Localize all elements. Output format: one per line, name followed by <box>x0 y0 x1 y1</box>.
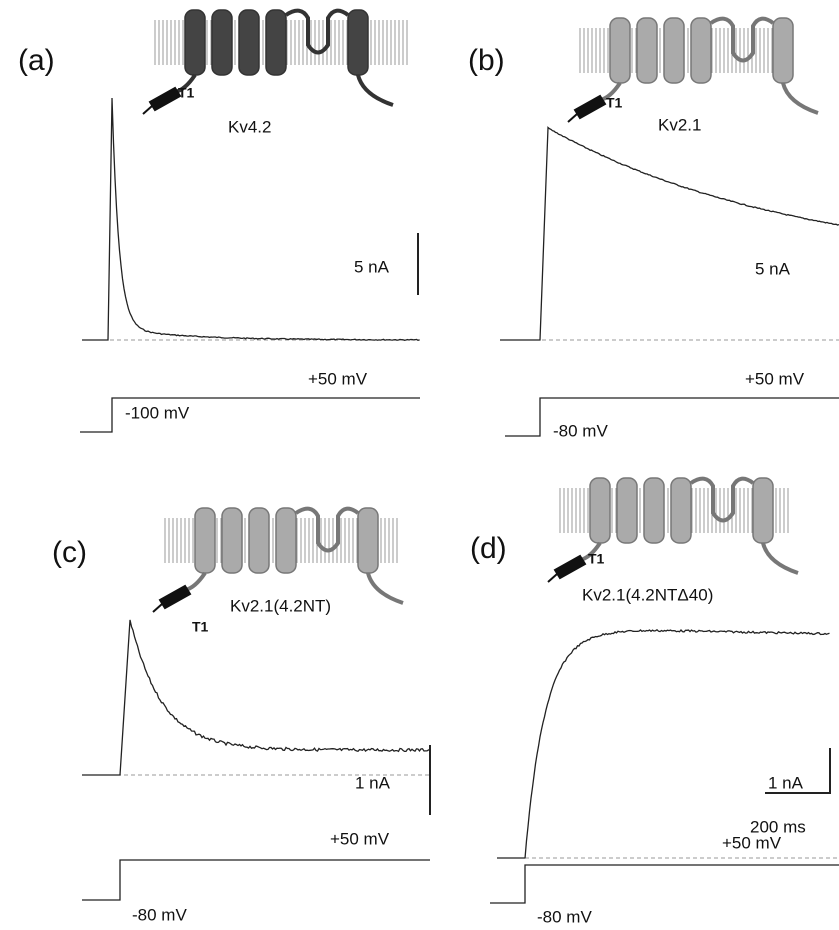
helix <box>690 17 712 84</box>
domain-label: T1 <box>178 85 195 101</box>
helix <box>663 17 685 84</box>
voltage-step <box>80 397 420 433</box>
pore-loop <box>284 8 350 55</box>
domain-label: T1 <box>588 551 605 567</box>
t1-domain <box>567 94 607 123</box>
voltage-step <box>505 397 839 437</box>
current-scale: 5 nA <box>354 257 390 276</box>
current-trace <box>497 628 830 859</box>
voltage-step <box>490 864 839 904</box>
panel-label: (a) <box>18 44 55 77</box>
test-potential: +50 mV <box>330 829 390 848</box>
holding-potential: -100 mV <box>125 403 190 422</box>
current-scale: 5 nA <box>755 259 791 278</box>
current-scale: 1 nA <box>768 773 804 792</box>
domain-label: T1 <box>192 619 209 635</box>
panel-label: (d) <box>470 532 507 565</box>
construct-name: Kv2.1(4.2NT) <box>230 596 331 615</box>
artwork <box>80 8 839 904</box>
current-trace <box>82 97 420 341</box>
helix <box>211 9 233 76</box>
helix <box>609 17 631 84</box>
pore-loop <box>294 506 360 553</box>
time-scale: 200 ms <box>750 817 806 836</box>
helix <box>772 17 794 84</box>
c-tail <box>761 542 799 575</box>
helix <box>275 507 297 574</box>
construct-name: Kv2.1(4.2NTΔ40) <box>582 585 713 604</box>
c-tail <box>356 74 394 107</box>
current-trace <box>82 619 431 776</box>
helix <box>752 477 774 544</box>
panel-label: (b) <box>468 44 505 77</box>
holding-potential: -80 mV <box>537 907 592 926</box>
domain-label: T1 <box>606 95 623 111</box>
test-potential: +50 mV <box>308 369 368 388</box>
t1-domain <box>152 584 192 613</box>
helix <box>616 477 638 544</box>
t1-domain <box>547 554 587 583</box>
c-tail <box>781 82 819 115</box>
construct-name: Kv4.2 <box>228 117 271 136</box>
helix <box>194 507 216 574</box>
helix <box>238 9 260 76</box>
scale-bar <box>765 748 831 794</box>
construct-name: Kv2.1 <box>658 115 701 134</box>
holding-potential: -80 mV <box>553 421 608 440</box>
helix <box>347 9 369 76</box>
current-scale: 1 nA <box>355 773 391 792</box>
helix <box>248 507 270 574</box>
helix <box>265 9 287 76</box>
helix <box>221 507 243 574</box>
current-trace <box>500 126 839 341</box>
pore-loop <box>709 16 775 63</box>
test-potential: +50 mV <box>745 369 805 388</box>
t1-domain <box>142 86 182 115</box>
panel-label: (c) <box>52 536 87 569</box>
voltage-step <box>82 859 430 901</box>
n-tail <box>184 571 207 592</box>
helix <box>670 477 692 544</box>
pore-loop <box>689 476 755 523</box>
helix <box>184 9 206 76</box>
holding-potential: -80 mV <box>132 905 187 924</box>
helix <box>643 477 665 544</box>
helix <box>357 507 379 574</box>
helix <box>636 17 658 84</box>
test-potential: +50 mV <box>722 833 782 852</box>
helix <box>589 477 611 544</box>
c-tail <box>366 572 404 605</box>
